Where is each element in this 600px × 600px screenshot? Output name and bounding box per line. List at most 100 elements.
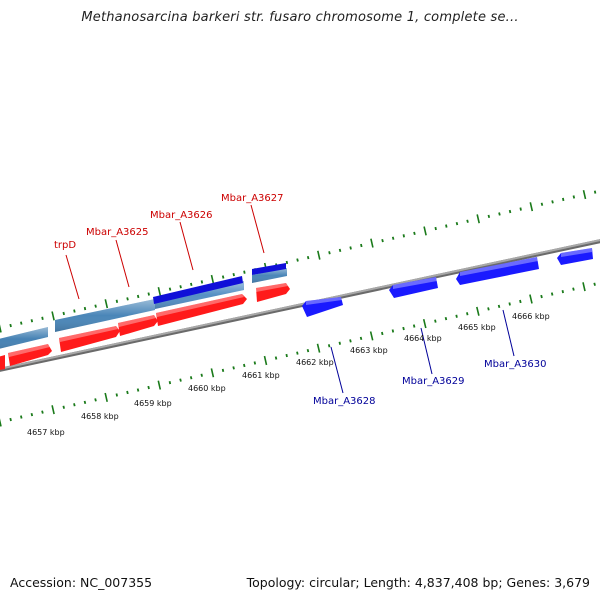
- ruler-label: 4660 kbp: [188, 384, 226, 393]
- gene-arrow: [456, 257, 539, 285]
- leader-line: [250, 204, 265, 254]
- major-tick: [370, 238, 374, 248]
- minor-tick: [498, 212, 501, 216]
- minor-tick: [285, 260, 289, 265]
- major-tick: [157, 287, 162, 297]
- minor-tick: [402, 234, 405, 238]
- minor-tick: [359, 336, 363, 341]
- minor-tick: [338, 341, 341, 345]
- minor-tick: [349, 246, 352, 250]
- leader-line: [420, 327, 433, 375]
- minor-tick: [327, 344, 331, 348]
- minor-tick: [487, 307, 490, 311]
- minor-tick: [30, 319, 34, 323]
- minor-tick: [466, 219, 469, 223]
- minor-tick: [455, 314, 458, 318]
- minor-tick: [349, 339, 352, 343]
- minor-tick: [328, 251, 331, 255]
- minor-tick: [381, 331, 384, 336]
- ruler-label: 4664 kbp: [404, 334, 442, 343]
- minor-tick: [434, 319, 437, 323]
- leader-line: [115, 239, 130, 288]
- ruler-label: 4659 kbp: [134, 399, 172, 408]
- inner-tick-ring: [0, 282, 596, 427]
- gene-arrow: [8, 344, 52, 366]
- minor-tick: [466, 312, 469, 316]
- leader-line: [330, 346, 344, 394]
- minor-tick: [445, 224, 448, 228]
- leader-line: [65, 254, 80, 300]
- minor-tick: [561, 290, 564, 294]
- gene-arrow: [59, 326, 120, 352]
- major-tick: [51, 311, 55, 321]
- major-tick: [423, 226, 427, 236]
- minor-tick: [306, 348, 310, 353]
- forward-leader-lines: [65, 204, 265, 300]
- gene-label-mbar-a3627: Mbar_A3627: [221, 193, 284, 204]
- minor-tick: [9, 417, 12, 422]
- minor-tick: [189, 376, 193, 380]
- minor-tick: [115, 299, 119, 303]
- minor-tick: [126, 390, 129, 395]
- minor-tick: [413, 231, 416, 236]
- minor-tick: [179, 378, 182, 382]
- gene-label-trpd: trpD: [54, 240, 76, 251]
- major-tick: [51, 405, 55, 415]
- minor-tick: [94, 398, 97, 402]
- map-title: Methanosarcina barkeri str. fusaro chrom…: [81, 10, 519, 25]
- minor-tick: [360, 243, 363, 248]
- major-tick: [582, 282, 586, 292]
- minor-tick: [147, 385, 150, 390]
- minor-tick: [572, 287, 575, 291]
- minor-tick: [20, 415, 23, 419]
- minor-tick: [434, 226, 437, 231]
- gene-arrow: [557, 248, 593, 265]
- leader-line: [502, 309, 515, 357]
- minor-tick: [136, 388, 140, 392]
- major-tick: [317, 250, 321, 260]
- minor-tick: [285, 353, 288, 358]
- minor-tick: [136, 294, 140, 299]
- minor-tick: [147, 292, 150, 296]
- minor-tick: [497, 304, 501, 309]
- minor-tick: [94, 304, 97, 308]
- minor-tick: [126, 297, 129, 301]
- topology-text: Topology: circular; Length: 4,837,408 bp…: [246, 575, 590, 590]
- minor-tick: [562, 197, 565, 202]
- minor-tick: [296, 351, 299, 355]
- major-tick: [476, 306, 480, 316]
- minor-tick: [593, 190, 597, 194]
- minor-tick: [455, 221, 459, 226]
- minor-tick: [593, 282, 596, 286]
- gene-bar: [153, 276, 243, 304]
- minor-tick: [381, 238, 384, 243]
- minor-tick: [41, 316, 44, 320]
- gene-label-mbar-a3625: Mbar_A3625: [86, 227, 149, 238]
- minor-tick: [232, 366, 235, 370]
- major-tick: [369, 331, 374, 341]
- ruler-label: 4662 kbp: [296, 358, 334, 367]
- minor-tick: [444, 316, 448, 321]
- major-tick: [422, 319, 427, 329]
- minor-tick: [243, 270, 246, 274]
- minor-tick: [200, 373, 203, 377]
- minor-tick: [253, 361, 257, 365]
- gene-arrow: [118, 315, 158, 336]
- ruler-label: 4663 kbp: [350, 346, 388, 355]
- minor-tick: [232, 272, 235, 277]
- major-tick: [210, 274, 215, 285]
- forward-gene-labels: trpD Mbar_A3625 Mbar_A3626 Mbar_A3627: [54, 193, 284, 251]
- minor-tick: [338, 248, 342, 253]
- minor-tick: [572, 195, 576, 199]
- major-tick: [0, 418, 2, 427]
- minor-tick: [551, 200, 554, 204]
- minor-tick: [550, 292, 554, 296]
- minor-tick: [274, 356, 278, 360]
- minor-tick: [9, 323, 12, 328]
- major-tick: [210, 368, 215, 378]
- gene-arrow: [389, 277, 438, 298]
- minor-tick: [20, 321, 23, 325]
- gene-arrow: [156, 294, 247, 326]
- minor-tick: [73, 403, 76, 407]
- minor-tick: [519, 207, 522, 211]
